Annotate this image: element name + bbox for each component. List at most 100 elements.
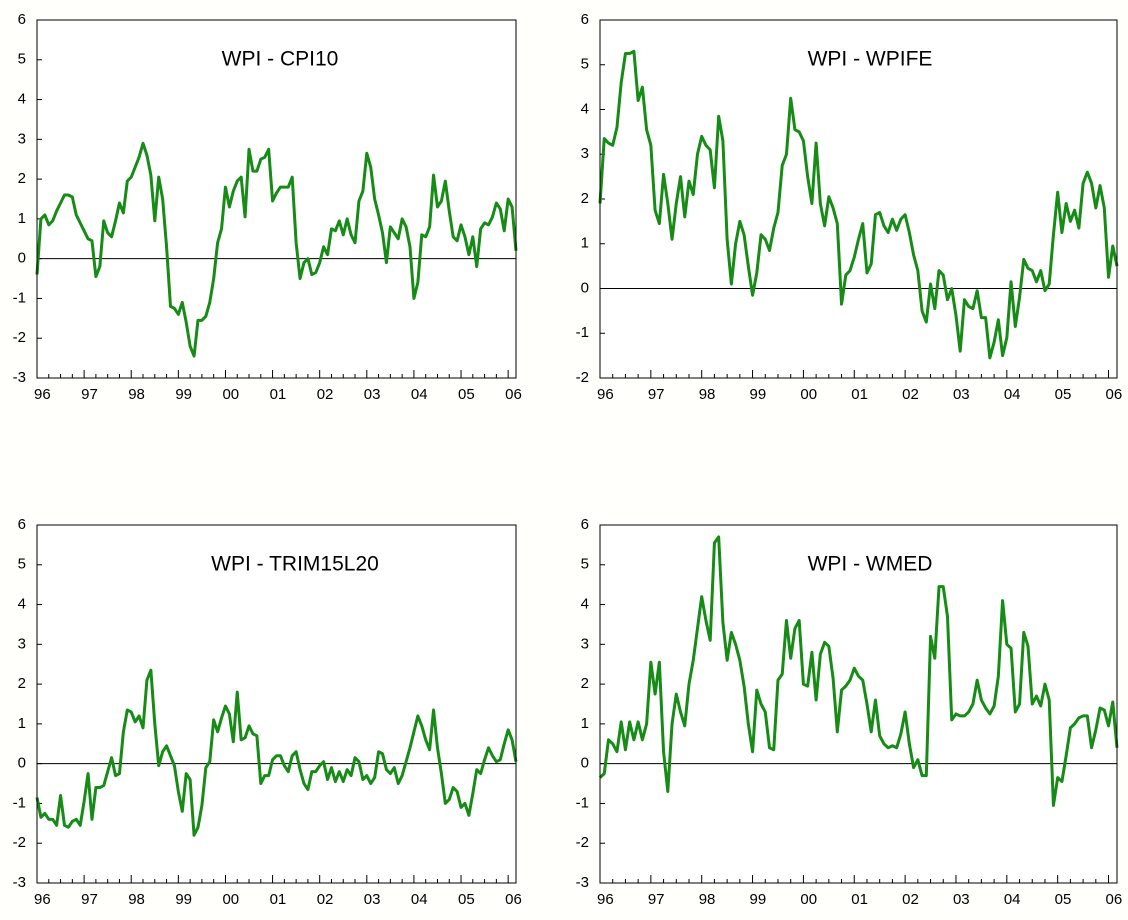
y-tick-label: 3	[581, 635, 589, 652]
y-tick-label: 0	[581, 755, 589, 772]
y-tick-label: 4	[581, 596, 589, 613]
y-tick-label: -2	[576, 369, 589, 386]
x-tick-label: 98	[699, 891, 716, 908]
chart-title: WPI - WPIFE	[808, 48, 933, 71]
plot-frame	[36, 19, 517, 379]
y-tick-label: 0	[18, 755, 26, 772]
y-tick-label: -1	[576, 794, 589, 811]
x-tick-label: 97	[648, 891, 665, 908]
plot-frame	[599, 524, 1118, 884]
y-tick-label: 6	[18, 11, 26, 28]
chart-title: WPI - CPI10	[222, 48, 339, 71]
x-tick-label: 96	[34, 386, 51, 403]
x-tick-label: 01	[851, 891, 868, 908]
y-tick-label: 1	[581, 235, 589, 252]
y-tick-label: 4	[18, 91, 26, 108]
y-tick-label: 5	[18, 51, 26, 68]
y-tick-label: 6	[581, 11, 589, 28]
series-line	[35, 141, 518, 358]
y-tick-label: -2	[13, 329, 26, 346]
y-tick-label: 6	[581, 516, 589, 533]
x-tick-label: 06	[1106, 891, 1123, 908]
y-tick-label: 5	[581, 56, 589, 73]
y-tick-label: 2	[18, 675, 26, 692]
x-tick-label: 03	[953, 386, 970, 403]
plot-area	[37, 525, 516, 883]
x-tick-label: 02	[902, 386, 919, 403]
x-tick-label: 99	[750, 386, 767, 403]
x-tick-label: 06	[1106, 386, 1123, 403]
plot-area	[37, 20, 516, 378]
chart-title: WPI - TRIM15L20	[211, 553, 379, 576]
plot-frame	[599, 19, 1118, 379]
x-tick-label: 99	[175, 891, 192, 908]
y-tick-label: -1	[13, 289, 26, 306]
x-tick-label: 06	[505, 891, 522, 908]
x-tick-label: 96	[34, 891, 51, 908]
x-tick-label: 96	[597, 386, 614, 403]
x-tick-label: 03	[364, 891, 381, 908]
y-tick-label: 0	[18, 250, 26, 267]
x-tick-label: 00	[800, 386, 817, 403]
y-tick-label: 5	[581, 556, 589, 573]
x-tick-label: 03	[953, 891, 970, 908]
x-tick-label: 05	[1055, 891, 1072, 908]
x-tick-label: 01	[270, 386, 287, 403]
series-line	[598, 49, 1119, 360]
x-tick-label: 98	[128, 386, 145, 403]
series-line	[598, 535, 1119, 807]
x-tick-label: 04	[411, 386, 428, 403]
y-tick-label: -3	[576, 874, 589, 891]
y-tick-label: 2	[581, 675, 589, 692]
y-tick-label: 3	[18, 635, 26, 652]
x-tick-label: 01	[851, 386, 868, 403]
x-tick-label: 98	[699, 386, 716, 403]
x-tick-label: 02	[902, 891, 919, 908]
y-tick-label: -3	[13, 874, 26, 891]
y-tick-label: -1	[13, 794, 26, 811]
y-tick-label: -3	[13, 369, 26, 386]
y-tick-label: 4	[581, 100, 589, 117]
x-tick-label: 00	[222, 891, 239, 908]
y-tick-label: 2	[581, 190, 589, 207]
x-tick-label: 99	[750, 891, 767, 908]
y-tick-label: -2	[13, 834, 26, 851]
y-tick-label: 1	[18, 210, 26, 227]
x-tick-label: 04	[1004, 386, 1021, 403]
x-tick-label: 02	[317, 891, 334, 908]
y-tick-label: -1	[576, 324, 589, 341]
series-line	[35, 668, 518, 837]
x-tick-label: 04	[1004, 891, 1021, 908]
x-tick-label: 05	[458, 891, 475, 908]
x-tick-label: 98	[128, 891, 145, 908]
y-tick-label: 1	[18, 715, 26, 732]
x-tick-label: 96	[597, 891, 614, 908]
y-tick-label: 6	[18, 516, 26, 533]
x-tick-label: 01	[270, 891, 287, 908]
y-tick-label: 0	[581, 279, 589, 296]
x-tick-label: 00	[222, 386, 239, 403]
x-tick-label: 97	[648, 386, 665, 403]
x-tick-label: 06	[505, 386, 522, 403]
x-tick-label: 02	[317, 386, 334, 403]
y-tick-label: 2	[18, 170, 26, 187]
x-tick-label: 05	[458, 386, 475, 403]
x-tick-label: 00	[800, 891, 817, 908]
x-tick-label: 04	[411, 891, 428, 908]
y-tick-label: 3	[18, 130, 26, 147]
y-tick-label: 1	[581, 715, 589, 732]
x-tick-label: 97	[81, 891, 98, 908]
y-tick-label: -2	[576, 834, 589, 851]
x-tick-label: 05	[1055, 386, 1072, 403]
y-tick-label: 5	[18, 556, 26, 573]
y-tick-label: 4	[18, 596, 26, 613]
y-tick-label: 3	[581, 145, 589, 162]
x-tick-label: 97	[81, 386, 98, 403]
chart-title: WPI - WMED	[808, 553, 933, 576]
